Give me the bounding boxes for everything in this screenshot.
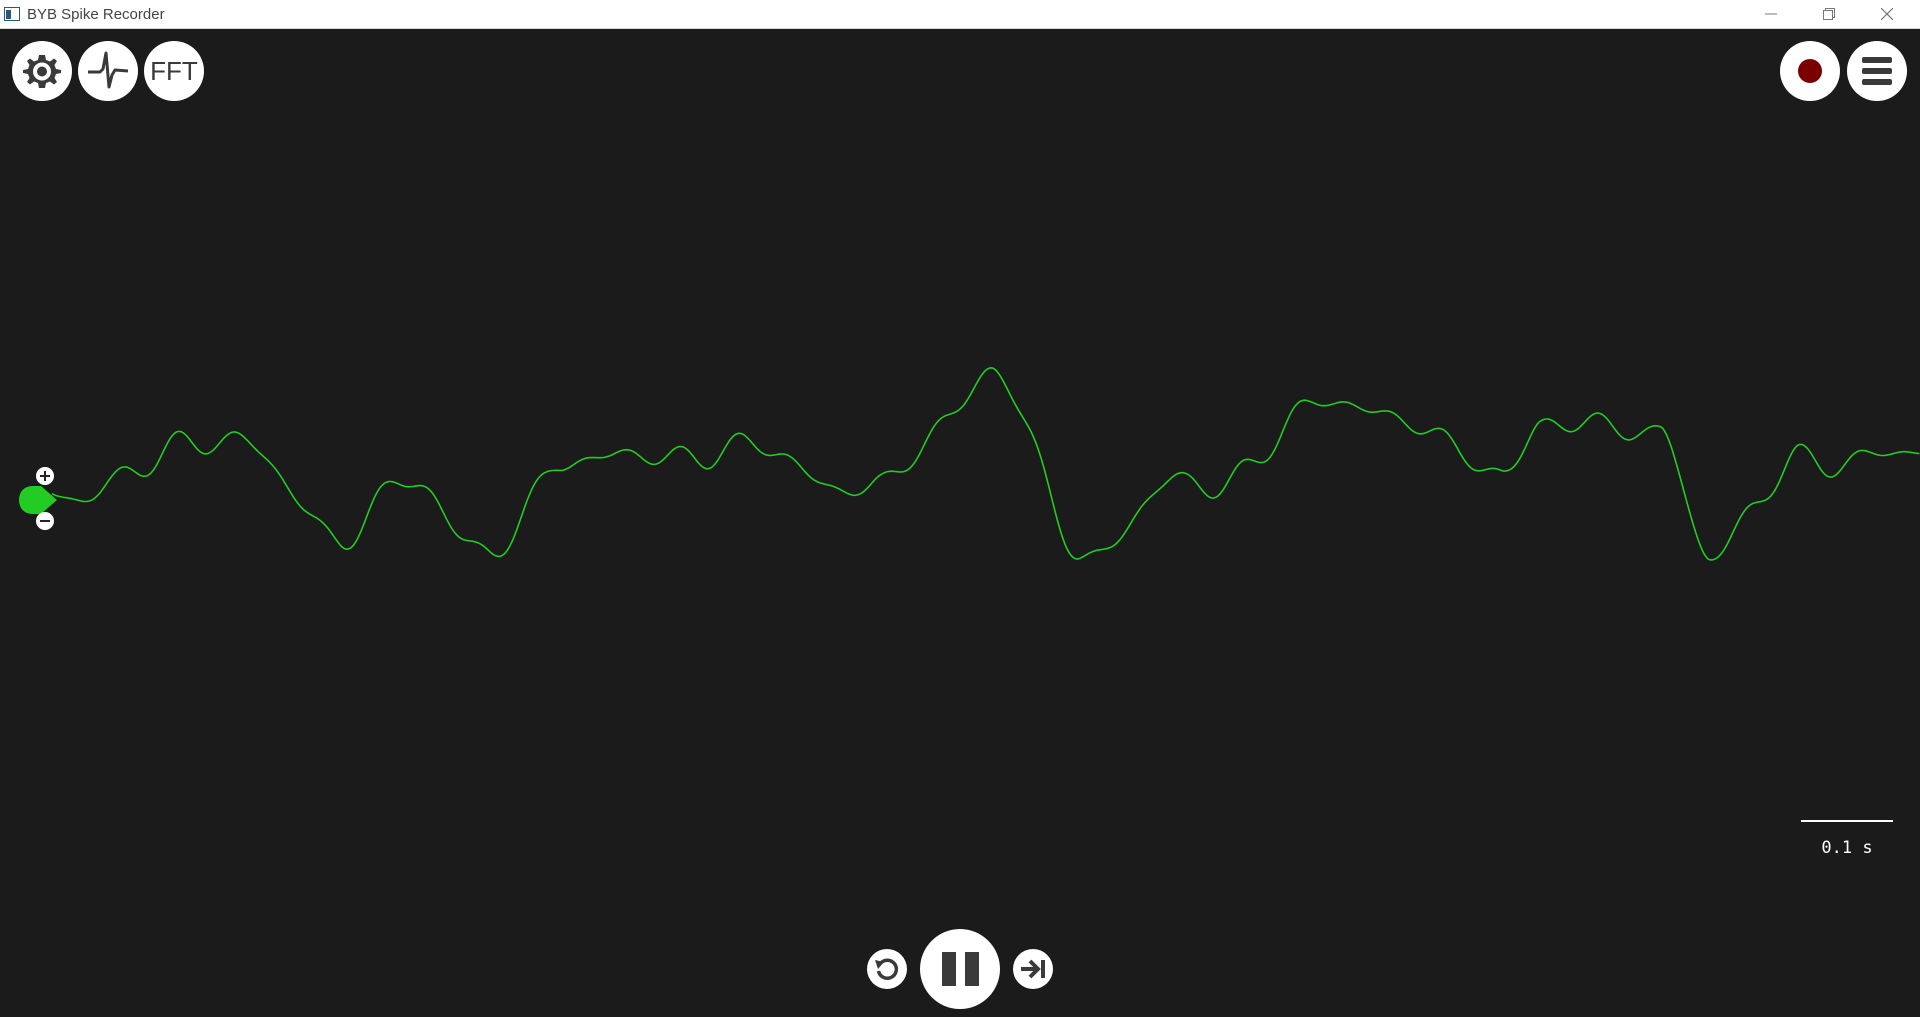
time-scale-label: 0.1 s [1821, 838, 1873, 858]
forward-button[interactable] [1013, 949, 1053, 989]
skip-to-end-icon [1021, 959, 1045, 979]
window-title: BYB Spike Recorder [27, 6, 165, 23]
window-titlebar: BYB Spike Recorder [0, 0, 1920, 29]
pause-button[interactable] [920, 929, 1000, 1009]
hamburger-menu-icon [1862, 57, 1892, 85]
pause-icon [941, 952, 956, 986]
minimize-button[interactable] [1748, 0, 1794, 29]
close-button[interactable] [1864, 0, 1910, 29]
gear-icon [23, 55, 61, 88]
rewind-icon [875, 958, 899, 980]
record-button[interactable] [1780, 41, 1840, 101]
time-scale-bar [1801, 820, 1893, 822]
signal-waveform [51, 366, 1920, 561]
plus-icon [40, 471, 50, 481]
minimize-icon [1765, 13, 1777, 15]
record-icon [1798, 59, 1822, 83]
pause-icon-bar [964, 952, 979, 986]
channel-trace [51, 366, 1920, 561]
rewind-button[interactable] [867, 949, 907, 989]
gain-decrease-button[interactable] [36, 512, 54, 530]
gain-increase-button[interactable] [36, 467, 54, 485]
fft-button[interactable]: FFT [144, 41, 204, 101]
restore-button[interactable] [1806, 0, 1852, 29]
settings-button[interactable] [12, 41, 72, 101]
threshold-button[interactable] [78, 41, 138, 101]
close-icon [1881, 8, 1893, 20]
restore-icon [1823, 8, 1835, 20]
app-icon [4, 7, 20, 21]
spike-waveform-icon [88, 51, 129, 89]
fft-label: FFT [150, 55, 198, 86]
channel-handle[interactable] [19, 486, 57, 514]
menu-button[interactable] [1847, 41, 1907, 101]
minus-icon [40, 520, 50, 522]
